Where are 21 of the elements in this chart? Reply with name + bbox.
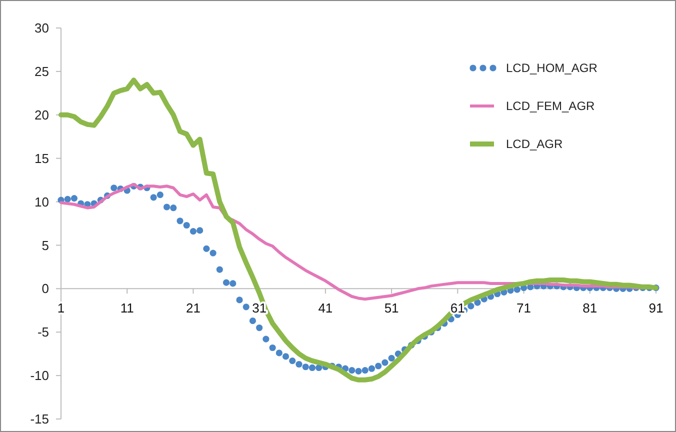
x-tick-label: 1 bbox=[57, 300, 65, 316]
x-tick-label: 11 bbox=[120, 300, 134, 316]
y-tick-label: 0 bbox=[42, 281, 49, 296]
x-tick-label: 91 bbox=[648, 300, 664, 316]
y-tick-label: -5 bbox=[37, 324, 49, 340]
y-tick-label: 15 bbox=[34, 150, 49, 166]
y-tick-label: -10 bbox=[30, 368, 49, 384]
legend-label: LCD_FEM_AGR bbox=[506, 99, 596, 114]
y-tick-label: 30 bbox=[34, 20, 49, 36]
x-tick-label: 41 bbox=[318, 300, 333, 316]
y-tick-label: 10 bbox=[34, 194, 49, 210]
y-tick-label: 25 bbox=[34, 64, 49, 79]
legend-label: LCD_AGR bbox=[506, 137, 564, 152]
x-tick-label: 81 bbox=[582, 300, 598, 316]
x-tick-label: 51 bbox=[384, 300, 399, 316]
x-tick-label: 21 bbox=[186, 300, 200, 316]
y-tick-label: 5 bbox=[42, 238, 49, 253]
y-tick-label: 20 bbox=[34, 107, 49, 122]
x-tick-label: 71 bbox=[516, 300, 532, 316]
legend-label: LCD_HOM_AGR bbox=[506, 61, 598, 76]
y-tick-label: -15 bbox=[30, 412, 49, 427]
